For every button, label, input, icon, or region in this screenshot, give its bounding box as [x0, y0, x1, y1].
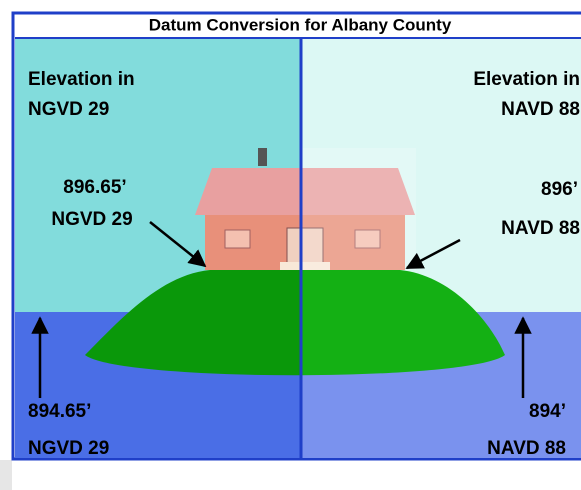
corner [0, 460, 12, 490]
chimney [258, 148, 267, 166]
elevation-label: NAVD 88 [487, 438, 566, 459]
page: Datum Conversion for Albany County Eleva… [0, 0, 581, 490]
diagram: Datum Conversion for Albany County Eleva… [0, 0, 581, 490]
window [225, 230, 250, 248]
heading: Elevation in [28, 69, 135, 90]
elevation-label: 894’ [529, 401, 566, 422]
elevation-label: NGVD 29 [28, 438, 109, 459]
elevation-label: 896’ [541, 179, 578, 200]
house-tint [301, 148, 416, 270]
elevation-label: NAVD 88 [501, 218, 580, 239]
elevation-label: 896.65’ [63, 177, 126, 198]
heading: NAVD 88 [501, 99, 580, 120]
elevation-label: 894.65’ [28, 401, 91, 422]
elevation-label: NGVD 29 [51, 209, 132, 230]
heading: Elevation in [473, 69, 580, 90]
heading: NGVD 29 [28, 99, 109, 120]
title: Datum Conversion for Albany County [149, 15, 452, 34]
